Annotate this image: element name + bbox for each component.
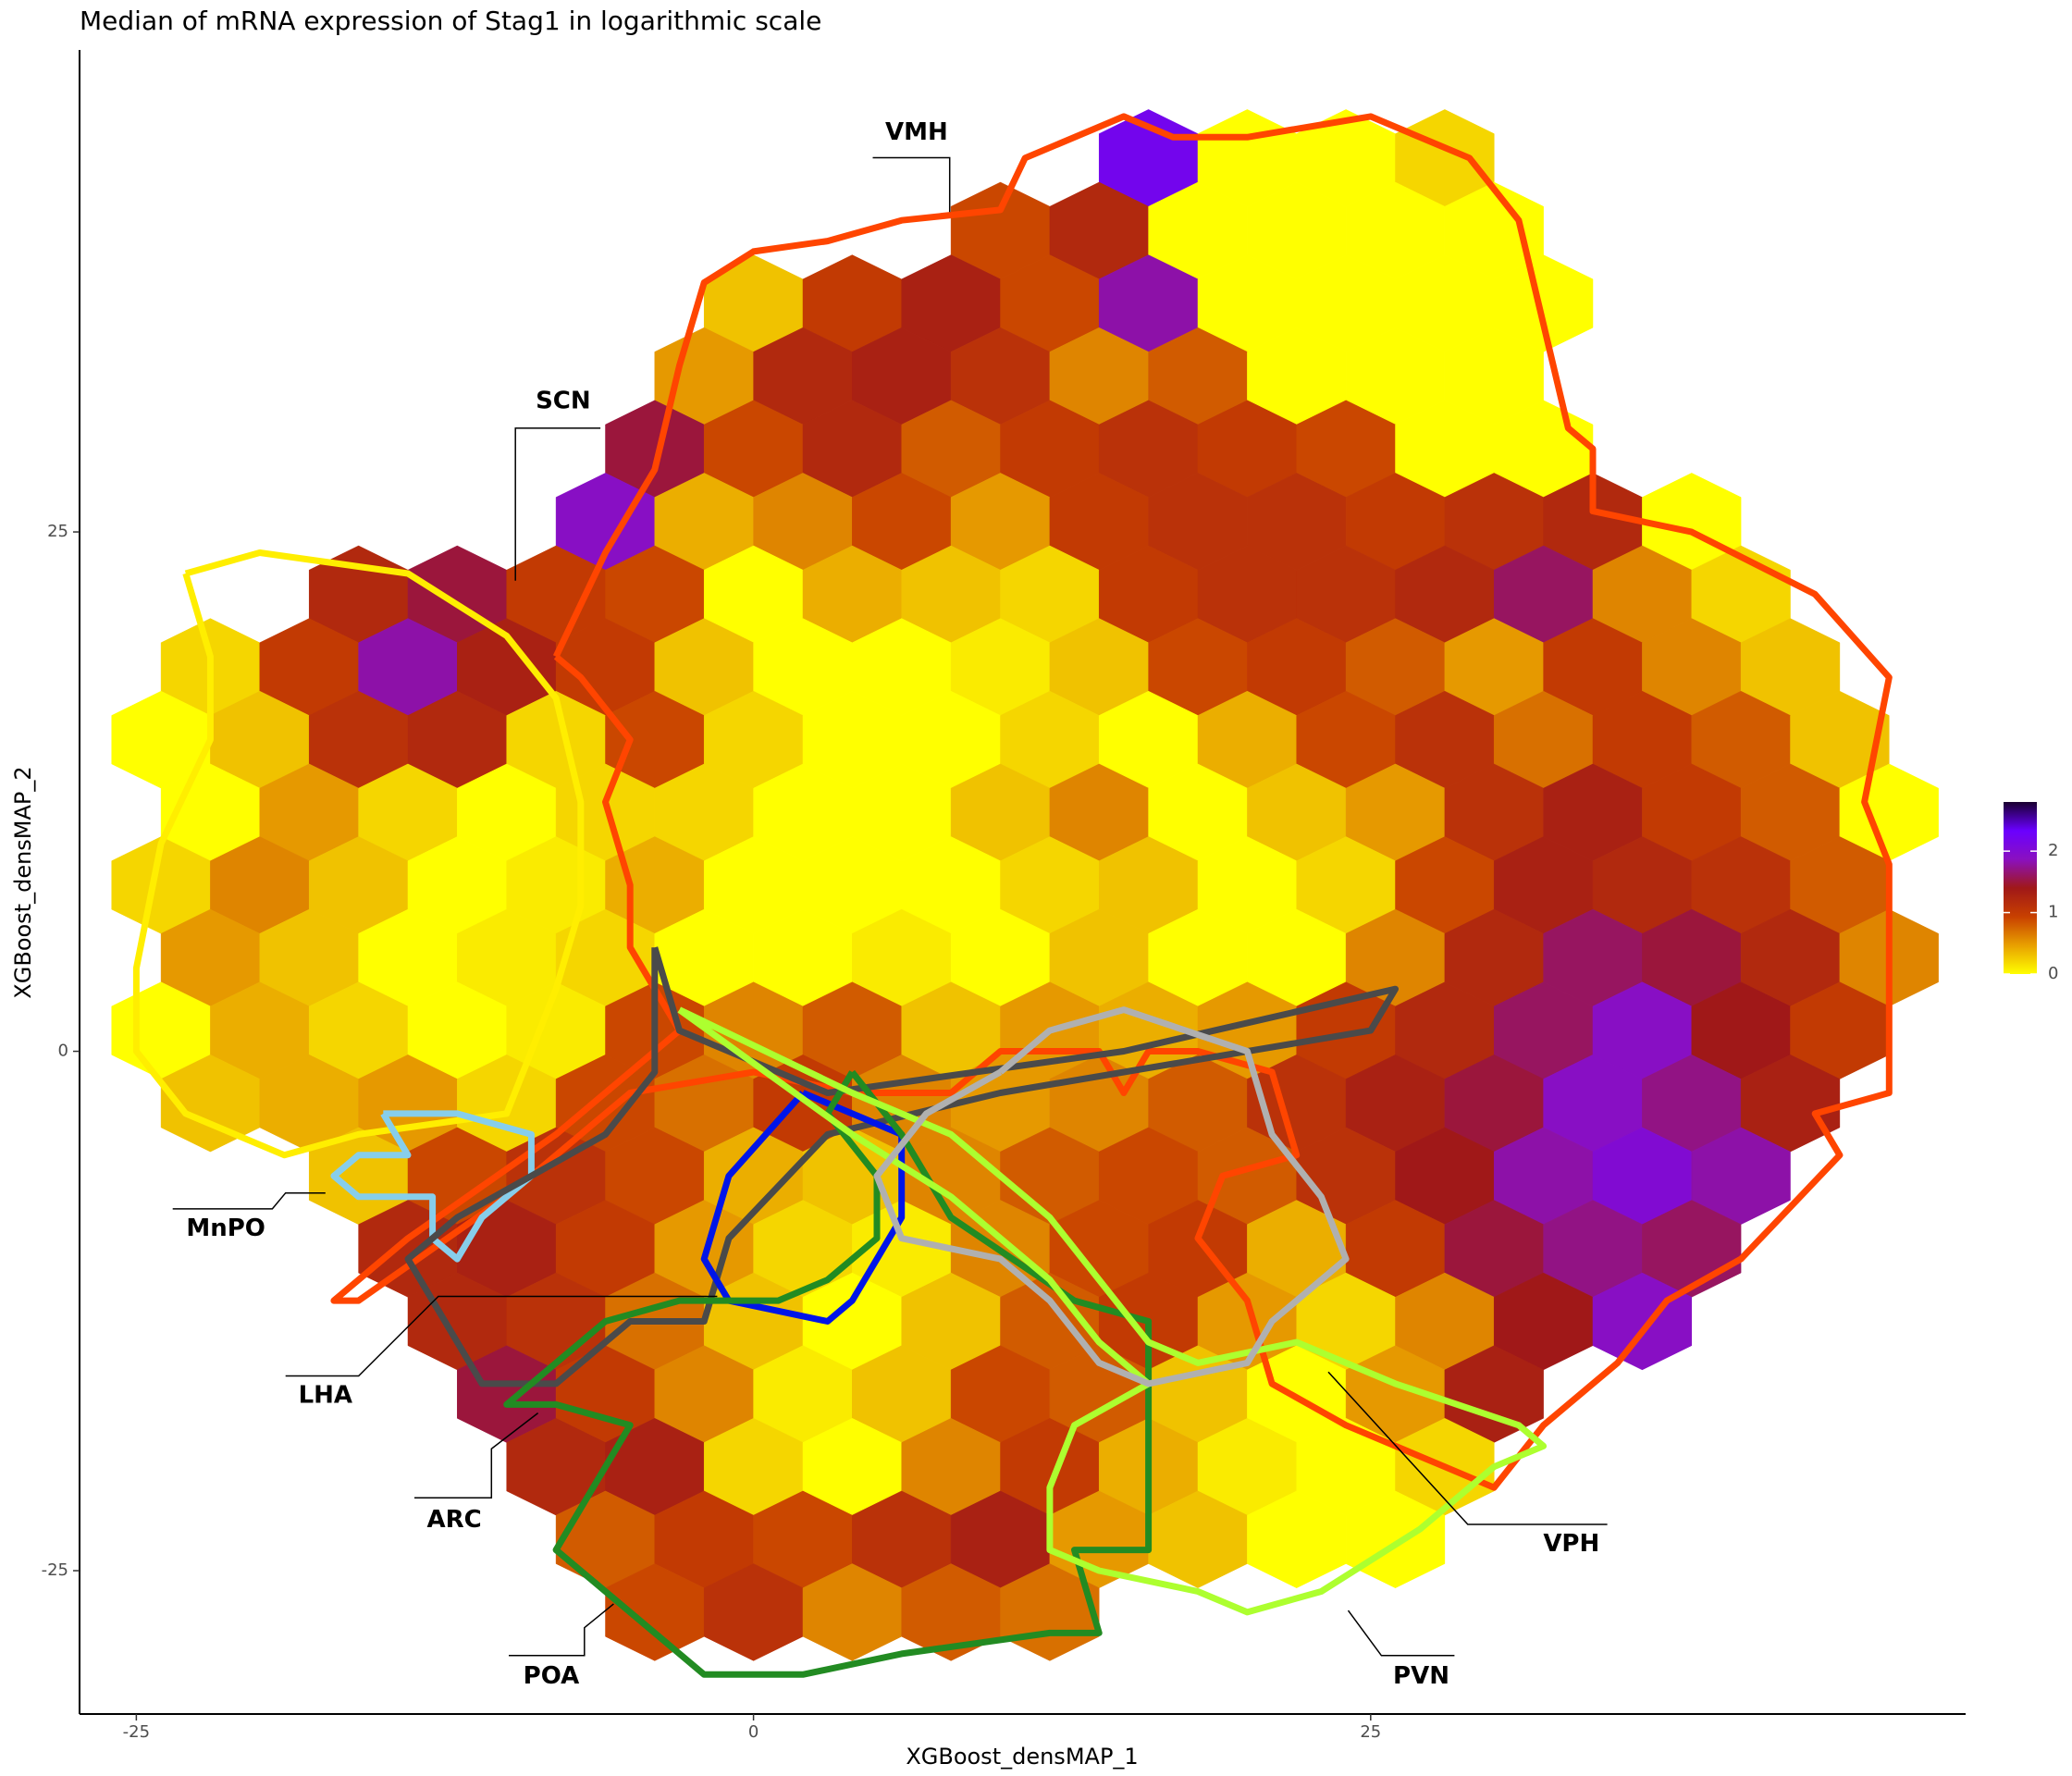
leader-line bbox=[1327, 1371, 1608, 1525]
region-outline bbox=[132, 549, 585, 1159]
region-label: SCN bbox=[536, 388, 591, 415]
chart-title: Median of mRNA expression of Stag1 in lo… bbox=[80, 6, 821, 36]
leader-line bbox=[414, 1412, 539, 1499]
region-outline bbox=[873, 1006, 1350, 1388]
region-layer bbox=[132, 113, 1893, 1678]
y-axis-title: XGBoost_densMAP_2 bbox=[10, 766, 36, 998]
colorbar bbox=[2004, 802, 2037, 974]
colorbar-tick-label: 2 bbox=[2048, 841, 2058, 860]
x-tick-label: 25 bbox=[1360, 1722, 1381, 1742]
region-label: ARC bbox=[426, 1506, 481, 1534]
region-outline bbox=[503, 1069, 1153, 1678]
x-tick-label: 0 bbox=[748, 1722, 758, 1742]
y-tick-label: -25 bbox=[42, 1560, 68, 1580]
y-tick-label: 0 bbox=[58, 1042, 68, 1061]
x-tick-label: -25 bbox=[123, 1722, 150, 1742]
leader-line bbox=[514, 427, 601, 581]
y-tick-label: 25 bbox=[47, 522, 68, 541]
region-label: POA bbox=[524, 1662, 580, 1690]
region-outline bbox=[677, 1006, 1548, 1616]
colorbar-tick-label: 0 bbox=[2048, 964, 2058, 983]
leader-line bbox=[172, 1191, 326, 1210]
hex-layer bbox=[111, 109, 1939, 1661]
region-label: MnPO bbox=[186, 1215, 265, 1242]
region-label: VMH bbox=[885, 118, 948, 146]
region-label: LHA bbox=[299, 1381, 352, 1409]
label-layer: VMH SCN MnPO LHA ARC POA PVN VPH bbox=[172, 118, 1608, 1690]
leader-line bbox=[872, 156, 951, 213]
region-label: VPH bbox=[1543, 1530, 1599, 1558]
x-axis-title: XGBoost_densMAP_1 bbox=[906, 1744, 1138, 1770]
region-label: PVN bbox=[1393, 1662, 1449, 1690]
leader-line bbox=[1347, 1610, 1455, 1657]
leader-line bbox=[509, 1603, 614, 1657]
leader-line bbox=[285, 1295, 718, 1377]
colorbar-tick-label: 1 bbox=[2048, 903, 2058, 922]
region-outline bbox=[330, 113, 1893, 1491]
